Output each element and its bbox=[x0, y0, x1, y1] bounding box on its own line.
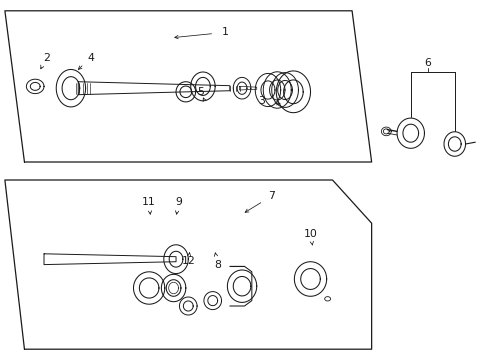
Text: 2: 2 bbox=[43, 53, 50, 63]
Text: 11: 11 bbox=[142, 197, 156, 207]
Text: 8: 8 bbox=[214, 260, 221, 270]
Text: 9: 9 bbox=[175, 197, 182, 207]
Text: 12: 12 bbox=[181, 256, 195, 266]
Text: 3: 3 bbox=[258, 96, 264, 106]
Text: 4: 4 bbox=[87, 53, 94, 63]
Text: 5: 5 bbox=[197, 87, 203, 97]
Text: 7: 7 bbox=[267, 191, 274, 201]
Text: 6: 6 bbox=[424, 58, 430, 68]
Text: 1: 1 bbox=[221, 27, 228, 37]
Text: 10: 10 bbox=[303, 229, 317, 239]
